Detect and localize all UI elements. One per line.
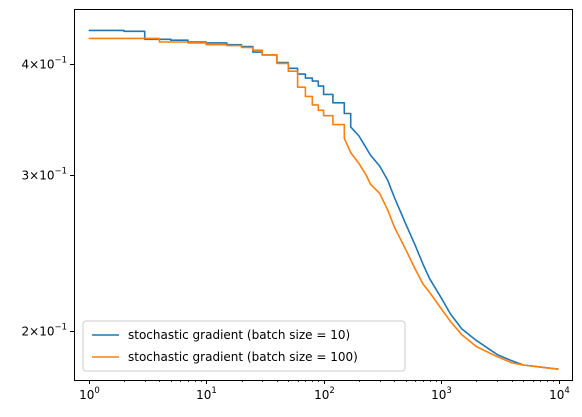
legend-box (82, 320, 406, 372)
y-tick-mantissa: 3 (21, 169, 29, 183)
y-tick-times: × (29, 58, 39, 72)
plot-frame (74, 9, 573, 381)
y-tick-base: 10 (39, 169, 54, 183)
y-tick-exponent: −1 (54, 56, 67, 66)
x-tick-exponent: 4 (564, 386, 569, 396)
x-tick-base: 10 (314, 388, 329, 402)
y-tick-exponent: −1 (54, 167, 67, 177)
y-tick-exponent: −1 (54, 323, 67, 333)
series-line-2 (88, 37, 559, 370)
y-tick-mantissa: 4 (21, 58, 29, 72)
y-tick-label: 2×10−1 (21, 323, 67, 339)
y-tick-label: 4×10−1 (21, 56, 67, 72)
x-tick-label: 104 (549, 386, 570, 402)
x-tick-base: 10 (431, 388, 446, 402)
y-tick-base: 10 (39, 58, 54, 72)
x-tick-label: 100 (79, 386, 100, 402)
x-tick-base: 10 (196, 388, 211, 402)
legend: stochastic gradient (batch size = 10) sto… (82, 320, 406, 372)
x-tick-exponent: 2 (329, 386, 334, 396)
x-tick-label: 102 (314, 386, 335, 402)
legend-label-2: stochastic gradient (batch size = 100) (128, 350, 358, 364)
x-tick-exponent: 3 (446, 386, 451, 396)
legend-label-1: stochastic gradient (batch size = 10) (128, 328, 350, 342)
y-tick-times: × (29, 325, 39, 339)
plot-area (74, 9, 572, 380)
x-tick-exponent: 0 (94, 386, 99, 396)
series-layer (88, 29, 559, 370)
x-tick-base: 10 (79, 388, 94, 402)
x-tick-exponent: 1 (211, 386, 216, 396)
y-tick-label: 3×10−1 (21, 167, 67, 183)
x-tick-label: 103 (431, 386, 452, 402)
x-tick-base: 10 (549, 388, 564, 402)
x-tick-label: 101 (196, 386, 217, 402)
y-tick-times: × (29, 169, 39, 183)
y-tick-mantissa: 2 (21, 325, 29, 339)
y-tick-base: 10 (39, 325, 54, 339)
